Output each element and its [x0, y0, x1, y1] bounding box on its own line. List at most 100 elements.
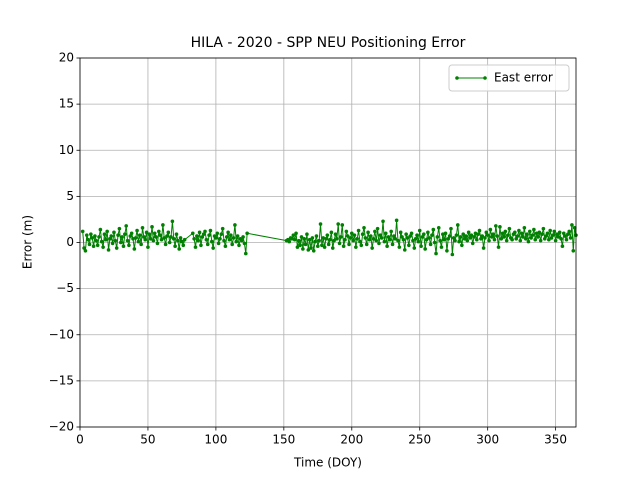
data-point	[309, 246, 313, 250]
data-point	[152, 231, 157, 236]
data-point	[159, 237, 164, 242]
data-point	[567, 229, 572, 234]
data-point	[533, 237, 538, 242]
data-point	[169, 235, 173, 239]
data-point	[489, 235, 494, 239]
data-point	[311, 249, 316, 253]
data-point	[515, 234, 520, 238]
data-point	[458, 235, 463, 239]
data-point	[492, 237, 497, 242]
data-point	[388, 237, 392, 242]
data-point	[453, 238, 457, 243]
data-point	[181, 243, 186, 248]
data-point	[450, 252, 455, 257]
data-point	[362, 225, 366, 230]
data-point	[564, 237, 569, 242]
data-point	[161, 223, 165, 227]
data-point	[118, 240, 123, 245]
data-point	[506, 233, 510, 237]
data-point	[151, 238, 156, 243]
data-point	[227, 237, 232, 242]
data-point	[375, 226, 380, 231]
data-point	[233, 223, 237, 227]
data-point	[330, 246, 335, 250]
data-point	[155, 241, 160, 246]
x-tick-label: 50	[140, 433, 155, 447]
data-point	[167, 240, 172, 245]
data-point	[124, 224, 129, 228]
data-point	[409, 231, 414, 236]
data-point	[177, 247, 181, 251]
data-point	[80, 229, 85, 234]
data-point	[218, 237, 222, 241]
data-point	[135, 228, 139, 233]
data-point	[483, 236, 487, 240]
data-point	[116, 233, 120, 237]
data-point	[234, 239, 239, 244]
data-point	[86, 237, 90, 242]
data-point	[476, 232, 480, 236]
data-point	[491, 232, 495, 236]
data-point	[446, 237, 451, 241]
data-point	[431, 227, 436, 232]
data-point	[106, 248, 111, 252]
data-point	[140, 225, 145, 230]
y-axis-label: Error (m)	[21, 215, 35, 269]
data-point	[411, 238, 415, 243]
data-point	[498, 225, 502, 229]
data-point	[544, 234, 548, 238]
data-point	[559, 237, 563, 241]
data-point	[143, 237, 148, 242]
data-point	[412, 246, 417, 250]
data-point	[287, 239, 292, 244]
data-point	[136, 239, 141, 244]
data-point	[305, 232, 309, 236]
data-point	[314, 234, 319, 238]
data-point	[113, 238, 118, 243]
data-point	[400, 235, 404, 239]
data-point	[317, 238, 321, 243]
data-point	[537, 230, 542, 235]
data-point	[481, 246, 486, 250]
data-point	[379, 236, 384, 240]
data-point	[144, 230, 149, 235]
data-point	[542, 237, 547, 241]
data-point	[171, 237, 176, 241]
data-point	[394, 218, 399, 223]
data-point	[484, 230, 489, 235]
data-point	[125, 238, 130, 243]
data-point	[215, 231, 220, 236]
data-point	[541, 226, 546, 231]
data-point	[95, 243, 100, 248]
data-point	[536, 235, 540, 239]
data-point	[121, 244, 126, 248]
data-point	[325, 233, 330, 237]
data-point	[131, 237, 135, 241]
data-point	[211, 246, 215, 250]
data-point	[150, 225, 154, 229]
data-point	[349, 231, 354, 236]
data-point	[402, 248, 407, 252]
data-point	[526, 239, 531, 244]
data-point	[224, 235, 229, 239]
data-point	[416, 239, 421, 244]
data-point	[494, 224, 498, 228]
data-point	[148, 237, 153, 241]
data-point	[326, 242, 331, 247]
data-point	[519, 231, 524, 236]
data-point	[146, 245, 150, 249]
data-point	[360, 232, 365, 236]
data-point	[127, 243, 131, 248]
data-point	[303, 242, 308, 247]
data-point	[427, 236, 432, 240]
data-point	[292, 237, 297, 242]
data-point	[442, 237, 446, 242]
data-point	[129, 231, 134, 236]
data-point	[158, 233, 162, 237]
data-point	[518, 238, 523, 243]
data-point	[223, 244, 228, 248]
data-point	[226, 230, 230, 235]
data-point	[294, 231, 298, 236]
data-point	[568, 236, 573, 240]
